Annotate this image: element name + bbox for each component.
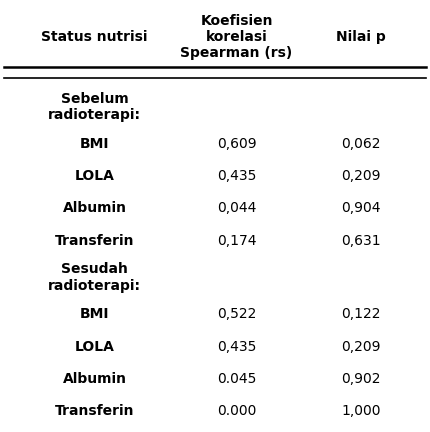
Text: 0,174: 0,174 xyxy=(217,234,256,248)
Text: Transferin: Transferin xyxy=(55,234,134,248)
Text: Koefisien
korelasi
Spearman (rs): Koefisien korelasi Spearman (rs) xyxy=(180,13,293,60)
Text: 0,062: 0,062 xyxy=(341,137,381,151)
Text: 0,209: 0,209 xyxy=(341,169,381,183)
Text: 1,000: 1,000 xyxy=(341,404,381,419)
Text: Sebelum
radioterapi:: Sebelum radioterapi: xyxy=(48,92,141,122)
Text: Transferin: Transferin xyxy=(55,404,134,419)
Text: 0,209: 0,209 xyxy=(341,340,381,354)
Text: BMI: BMI xyxy=(80,137,109,151)
Text: 0,044: 0,044 xyxy=(217,201,256,216)
Text: LOLA: LOLA xyxy=(75,340,114,354)
Text: Status nutrisi: Status nutrisi xyxy=(41,30,148,44)
Text: Albumin: Albumin xyxy=(63,372,126,386)
Text: Nilai p: Nilai p xyxy=(336,30,386,44)
Text: Sesudah
radioterapi:: Sesudah radioterapi: xyxy=(48,263,141,292)
Text: 0,435: 0,435 xyxy=(217,340,256,354)
Text: 0.000: 0.000 xyxy=(217,404,256,419)
Text: 0,435: 0,435 xyxy=(217,169,256,183)
Text: 0,122: 0,122 xyxy=(341,307,381,321)
Text: 0,904: 0,904 xyxy=(341,201,381,216)
Text: BMI: BMI xyxy=(80,307,109,321)
Text: LOLA: LOLA xyxy=(75,169,114,183)
Text: 0,902: 0,902 xyxy=(341,372,381,386)
Text: 0.045: 0.045 xyxy=(217,372,256,386)
Text: Albumin: Albumin xyxy=(63,201,126,216)
Text: 0,631: 0,631 xyxy=(341,234,381,248)
Text: 0,522: 0,522 xyxy=(217,307,256,321)
Text: 0,609: 0,609 xyxy=(217,137,256,151)
